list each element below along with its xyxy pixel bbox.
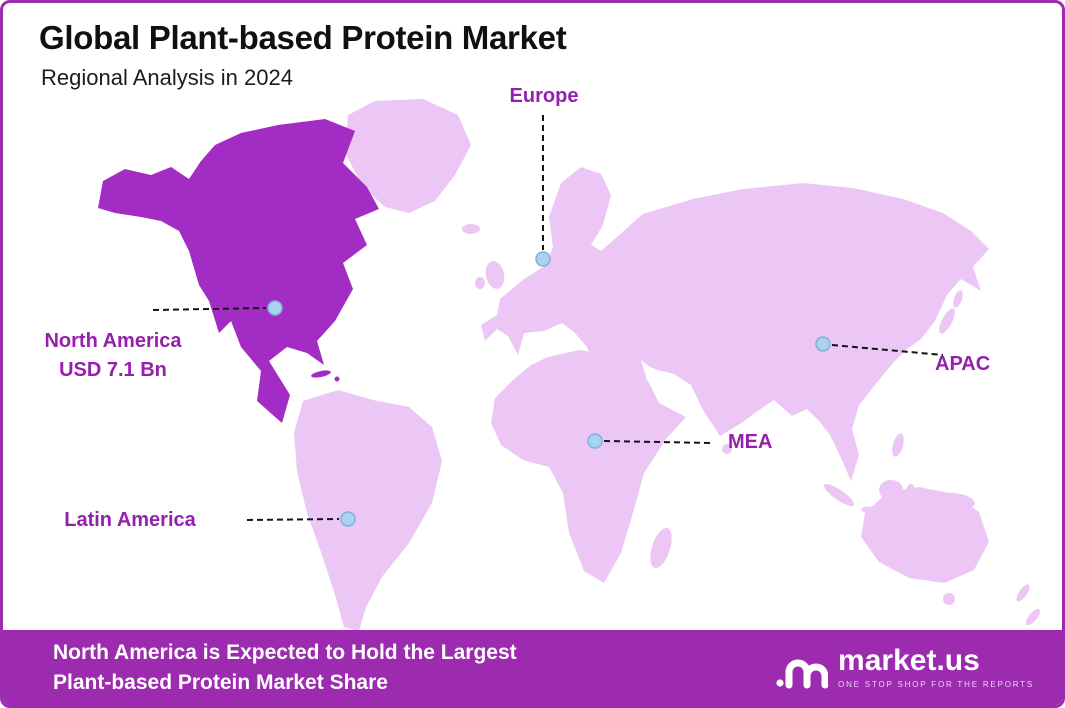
- latin-america-marker: [340, 511, 356, 527]
- new-zealand-north-region: [1016, 584, 1030, 602]
- hispaniola-region: [334, 376, 340, 382]
- latin-america-leader-line: [246, 518, 340, 521]
- footer-bar: North America is Expected to Hold the La…: [3, 630, 1062, 705]
- footer-note-line1: North America is Expected to Hold the La…: [53, 641, 517, 665]
- footer-note: North America is Expected to Hold the La…: [53, 638, 517, 697]
- north-america-value: USD 7.1 Bn: [59, 359, 167, 381]
- europe-marker: [535, 251, 551, 267]
- iceland-region: [462, 224, 480, 234]
- madagascar-region: [650, 527, 672, 569]
- africa-region: [491, 350, 686, 583]
- eurasia-region: [481, 167, 989, 481]
- mea-label: MEA: [728, 431, 773, 453]
- brand-name: market.us: [838, 644, 980, 677]
- north-america-leader-line: [152, 307, 267, 311]
- sumatra-region: [823, 483, 855, 507]
- apac-leader-line: [831, 344, 944, 356]
- footer-note-line2: Plant-based Protein Market Share: [53, 670, 388, 694]
- mea-leader-line: [603, 440, 712, 444]
- japan-region: [939, 308, 955, 334]
- north-america-marker: [267, 300, 283, 316]
- market-us-logo-icon: [776, 659, 829, 688]
- page-subtitle: Regional Analysis in 2024: [41, 65, 293, 90]
- brand-text: market.us ONE STOP SHOP FOR THE REPORTS: [838, 644, 1034, 690]
- sri-lanka-region: [722, 444, 732, 454]
- uk-region: [485, 261, 505, 289]
- apac-label: APAC: [935, 353, 991, 375]
- cuba-region: [311, 370, 331, 378]
- tasmania-region: [943, 593, 955, 605]
- new-zealand-south-region: [1025, 608, 1041, 626]
- philippines-region: [892, 433, 904, 457]
- world-map: [98, 99, 1041, 631]
- greenland-region: [345, 99, 471, 213]
- south-america-region: [294, 390, 442, 631]
- latin-america-label: Latin America: [64, 509, 196, 531]
- brand-block: market.us ONE STOP SHOP FOR THE REPORTS: [776, 646, 1034, 689]
- apac-marker: [815, 336, 831, 352]
- australia-region: [861, 487, 989, 583]
- brand-tagline: ONE STOP SHOP FOR THE REPORTS: [838, 680, 1034, 689]
- europe-label: Europe: [509, 85, 579, 107]
- north-america-label: North America USD 7.1 Bn: [44, 327, 181, 385]
- ireland-region: [475, 277, 485, 289]
- page-title: Global Plant-based Protein Market: [39, 19, 567, 56]
- japan-north-region: [953, 290, 963, 308]
- mea-marker: [587, 433, 603, 449]
- north-america-name: North America: [44, 330, 182, 352]
- north-america-region: [98, 119, 379, 423]
